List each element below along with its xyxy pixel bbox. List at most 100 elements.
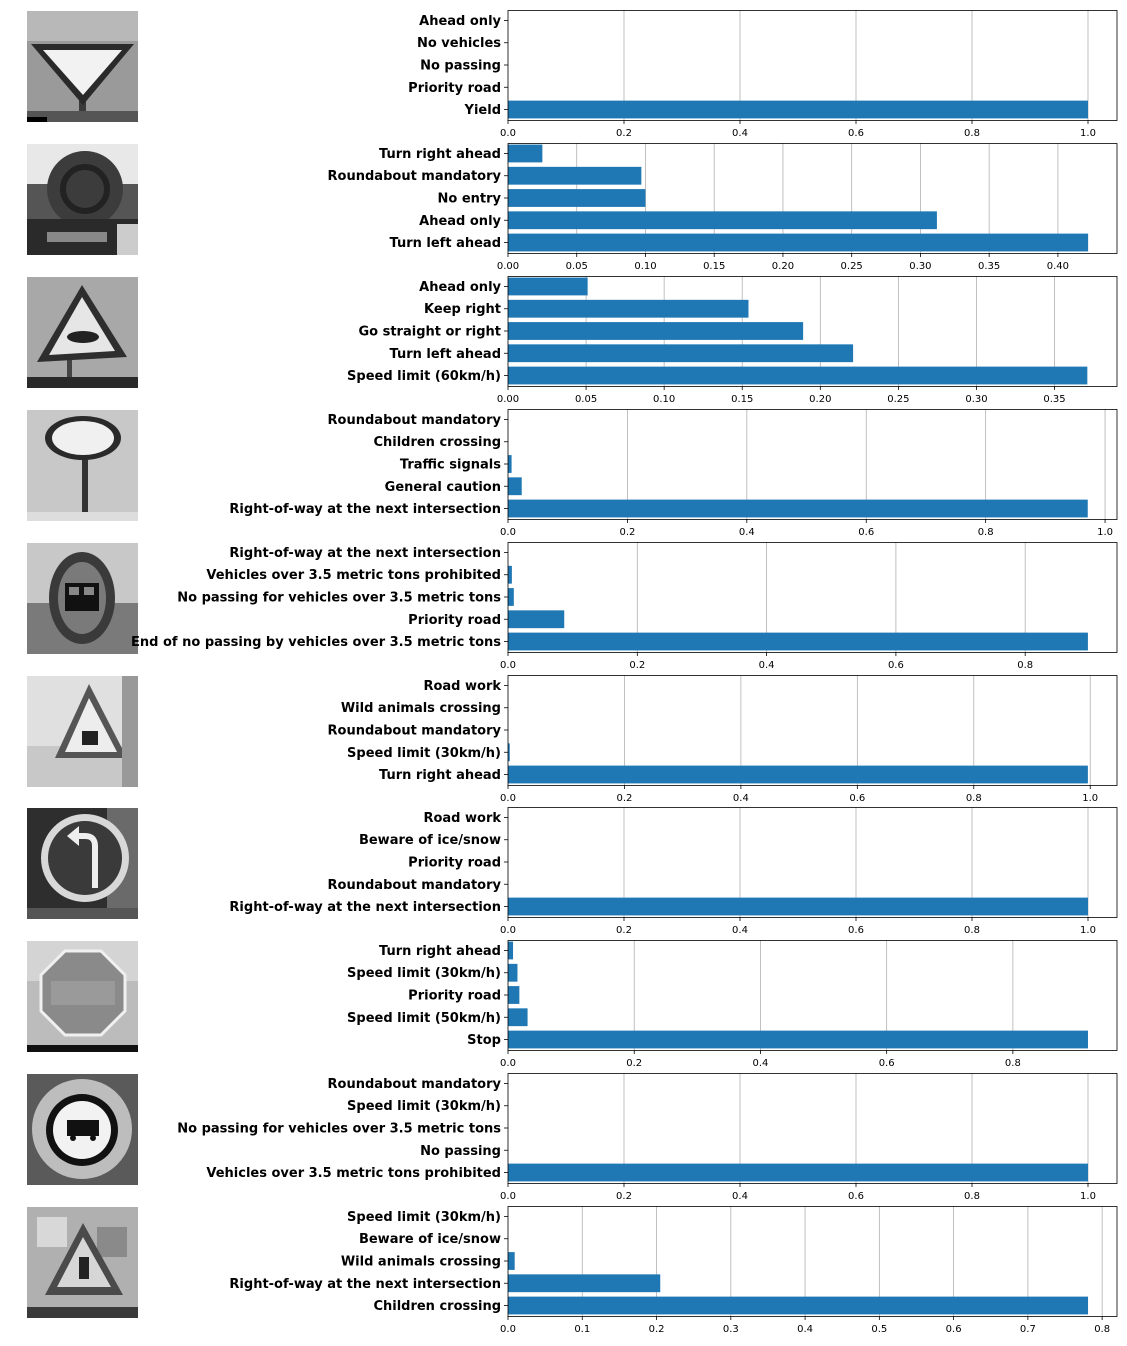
category-label: No passing <box>420 59 501 74</box>
bar <box>508 765 1088 784</box>
bar-panel: Roundabout mandatory Speed limit (30km/h)… <box>177 1073 1118 1202</box>
category-label: Priority road <box>408 613 501 628</box>
axes-frame <box>507 675 1118 786</box>
bar-panel: Right-of-way at the next intersection Veh… <box>131 542 1118 671</box>
x-tick-label: 0.05 <box>575 394 597 405</box>
x-tick-label: 0.0 <box>500 660 516 671</box>
bar-panel: Speed limit (30km/h) Beware of ice/snow Wi… <box>229 1206 1118 1335</box>
x-tick-label: 0.8 <box>964 925 980 936</box>
category-label: End of no passing by vehicles over 3.5 m… <box>131 635 501 650</box>
x-tick-label: 0.0 <box>500 1324 516 1335</box>
x-tick-label: 0.4 <box>732 128 748 139</box>
category-label: Turn right ahead <box>379 944 501 959</box>
category-label: Yield <box>464 103 501 118</box>
category-label: Priority road <box>408 81 501 96</box>
x-tick-label: 0.8 <box>1005 1058 1021 1069</box>
category-label: Speed limit (30km/h) <box>347 1099 501 1114</box>
x-tick-label: 1.0 <box>1082 793 1098 804</box>
x-tick-label: 0.3 <box>723 1324 739 1335</box>
bar <box>508 233 1089 252</box>
bar <box>508 986 520 1004</box>
x-tick-label: 0.2 <box>626 1058 642 1069</box>
category-label: Beware of ice/snow <box>359 833 501 848</box>
axes-frame <box>507 409 1118 520</box>
category-label: Roundabout mandatory <box>328 413 502 428</box>
category-label: Speed limit (30km/h) <box>347 1210 501 1225</box>
category-label: Vehicles over 3.5 metric tons prohibited <box>206 568 501 583</box>
x-tick-label: 0.2 <box>629 660 645 671</box>
category-label: Roundabout mandatory <box>328 1077 502 1092</box>
category-label: Children crossing <box>373 1299 501 1314</box>
x-tick-label: 0.35 <box>1043 394 1065 405</box>
category-label: Priority road <box>408 989 501 1004</box>
x-tick-label: 0.6 <box>848 1191 864 1202</box>
x-tick-label: 0.6 <box>888 660 904 671</box>
bar-panel: Road work Beware of ice/snow Priority road… <box>229 807 1118 936</box>
bar-panel: Ahead only No vehicles No passing Priority … <box>408 10 1118 139</box>
x-tick-label: 0.30 <box>965 394 987 405</box>
bar <box>508 565 512 584</box>
x-tick-label: 0.4 <box>739 527 755 538</box>
x-tick-label: 0.1 <box>574 1324 590 1335</box>
bar <box>508 211 937 230</box>
x-tick-label: 0.8 <box>1017 660 1033 671</box>
bar-panel: Roundabout mandatory Children crossing Tra… <box>229 409 1118 538</box>
no-trucks-sign <box>27 1074 138 1185</box>
category-label: Right-of-way at the next intersection <box>229 900 501 915</box>
category-label: Speed limit (30km/h) <box>347 966 501 981</box>
bar-panel: Turn right ahead Speed limit (30km/h) Prio… <box>347 940 1118 1069</box>
bar <box>508 1296 1089 1315</box>
x-tick-label: 0.25 <box>887 394 909 405</box>
bar <box>508 366 1088 385</box>
category-label: Roundabout mandatory <box>328 724 502 739</box>
x-tick-label: 0.8 <box>978 527 994 538</box>
bar <box>508 1274 661 1293</box>
x-tick-label: 0.6 <box>858 527 874 538</box>
category-label: Traffic signals <box>400 458 501 473</box>
bar <box>508 277 588 296</box>
bar <box>508 941 514 960</box>
bar <box>508 610 565 629</box>
bar <box>508 1163 1088 1182</box>
x-tick-label: 0.0 <box>500 925 516 936</box>
x-tick-label: 0.30 <box>909 261 931 272</box>
category-label: No passing for vehicles over 3.5 metric … <box>177 591 501 606</box>
x-tick-label: 0.8 <box>964 128 980 139</box>
category-label: Go straight or right <box>358 325 501 340</box>
category-label: Road work <box>423 679 501 694</box>
x-tick-label: 1.0 <box>1080 925 1096 936</box>
category-label: Ahead only <box>419 214 501 229</box>
category-label: Roundabout mandatory <box>328 169 502 184</box>
category-label: No passing <box>420 1144 501 1159</box>
x-tick-label: 0.4 <box>797 1324 813 1335</box>
x-tick-label: 0.35 <box>978 261 1000 272</box>
x-tick-label: 1.0 <box>1080 1191 1096 1202</box>
bar <box>508 963 518 982</box>
bar <box>508 299 749 318</box>
bar <box>508 189 646 207</box>
category-label: Ahead only <box>419 14 501 29</box>
x-tick-label: 0.20 <box>809 394 831 405</box>
roundabout-sign <box>27 144 138 255</box>
x-tick-label: 0.4 <box>733 793 749 804</box>
bar <box>508 743 510 762</box>
x-tick-label: 0.20 <box>772 261 794 272</box>
truck-restriction-sign <box>27 543 138 654</box>
axes-frame <box>507 10 1118 121</box>
axes-frame <box>507 1073 1118 1184</box>
yield-sign <box>27 11 138 122</box>
stop-sign <box>27 941 138 1052</box>
category-label: Right-of-way at the next intersection <box>229 1277 501 1292</box>
bar <box>508 1008 528 1027</box>
bar <box>508 322 804 340</box>
children-crossing-sign <box>27 1207 138 1318</box>
x-tick-label: 0.2 <box>619 527 635 538</box>
speed-limit-30-sign <box>27 410 138 521</box>
bar <box>508 100 1088 119</box>
x-tick-label: 0.0 <box>500 128 516 139</box>
axes-frame <box>507 1206 1118 1317</box>
x-tick-label: 0.4 <box>759 660 775 671</box>
category-label: Right-of-way at the next intersection <box>229 502 501 517</box>
x-tick-label: 0.4 <box>732 925 748 936</box>
